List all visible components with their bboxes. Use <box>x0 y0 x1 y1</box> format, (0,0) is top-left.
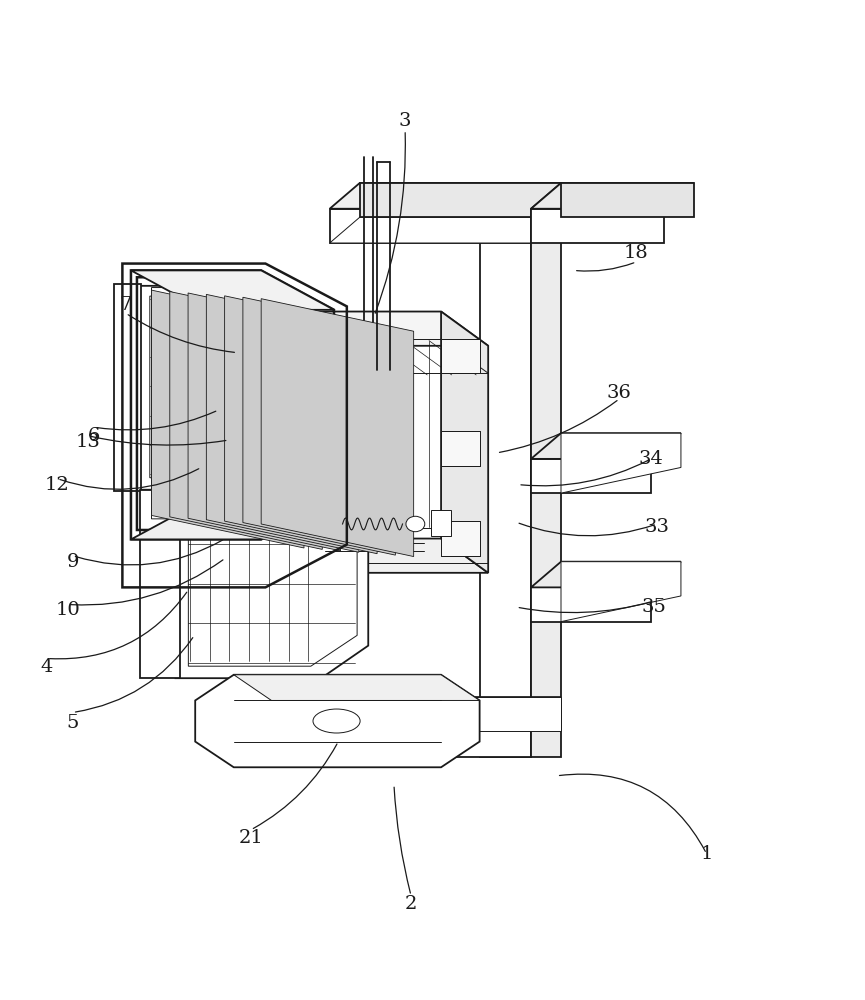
Polygon shape <box>531 209 663 243</box>
Text: 10: 10 <box>56 601 80 619</box>
Polygon shape <box>188 293 341 551</box>
Text: 13: 13 <box>75 433 100 451</box>
Polygon shape <box>360 183 561 217</box>
Polygon shape <box>139 490 180 678</box>
Text: 36: 36 <box>607 384 631 402</box>
Text: 35: 35 <box>641 598 666 616</box>
Polygon shape <box>441 431 479 466</box>
Polygon shape <box>253 539 488 573</box>
Text: 18: 18 <box>624 244 649 262</box>
Polygon shape <box>207 294 359 552</box>
Polygon shape <box>170 292 323 549</box>
Text: 1: 1 <box>701 845 713 863</box>
Polygon shape <box>531 562 681 587</box>
Text: 7: 7 <box>119 296 132 314</box>
Polygon shape <box>531 183 561 757</box>
Polygon shape <box>150 296 314 478</box>
Polygon shape <box>131 270 334 310</box>
Polygon shape <box>151 290 304 548</box>
Ellipse shape <box>313 709 360 733</box>
Polygon shape <box>441 521 479 556</box>
Polygon shape <box>479 209 531 757</box>
Polygon shape <box>234 675 479 700</box>
Polygon shape <box>225 296 377 554</box>
Polygon shape <box>277 286 325 490</box>
Polygon shape <box>561 562 681 622</box>
Text: 21: 21 <box>239 829 263 847</box>
Polygon shape <box>330 183 561 209</box>
Ellipse shape <box>406 516 425 532</box>
Text: 2: 2 <box>405 895 417 913</box>
Polygon shape <box>253 312 299 573</box>
Polygon shape <box>330 209 531 243</box>
Polygon shape <box>330 697 561 723</box>
Polygon shape <box>189 500 357 666</box>
Polygon shape <box>531 183 694 209</box>
Polygon shape <box>253 312 488 346</box>
Polygon shape <box>137 286 325 490</box>
Polygon shape <box>441 312 488 573</box>
Polygon shape <box>261 299 413 557</box>
Text: 9: 9 <box>67 553 79 571</box>
Text: 6: 6 <box>88 427 100 445</box>
Polygon shape <box>531 587 651 622</box>
Polygon shape <box>243 297 395 555</box>
Text: 3: 3 <box>399 112 412 130</box>
Text: 34: 34 <box>638 450 663 468</box>
Polygon shape <box>531 433 681 459</box>
Polygon shape <box>114 284 141 491</box>
Polygon shape <box>330 217 561 243</box>
Polygon shape <box>131 500 334 539</box>
Text: 5: 5 <box>67 714 79 732</box>
Polygon shape <box>176 490 368 678</box>
Polygon shape <box>441 339 479 373</box>
Polygon shape <box>195 675 479 767</box>
Text: 12: 12 <box>45 476 70 494</box>
Text: 33: 33 <box>644 518 670 536</box>
Polygon shape <box>431 510 452 536</box>
Text: 4: 4 <box>41 658 53 676</box>
Polygon shape <box>330 723 531 757</box>
Polygon shape <box>561 183 694 217</box>
Polygon shape <box>561 433 681 493</box>
Polygon shape <box>531 459 651 493</box>
Polygon shape <box>360 697 561 731</box>
